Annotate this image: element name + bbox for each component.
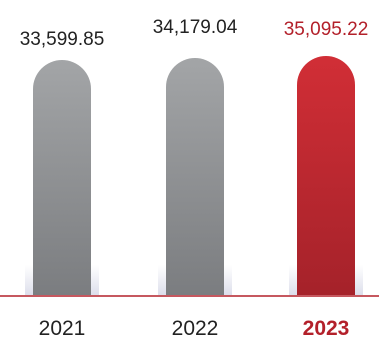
category-label-2023: 2023 (303, 317, 350, 340)
value-labels-group: 33,599.85 34,179.04 35,095.22 (20, 17, 369, 50)
value-label-2022: 34,179.04 (153, 17, 238, 38)
value-label-2021: 33,599.85 (20, 29, 105, 50)
category-labels-group: 2021 2022 2023 (39, 317, 350, 340)
bar-2023 (297, 56, 355, 295)
category-label-2021: 2021 (39, 317, 86, 340)
category-label-2022: 2022 (172, 317, 219, 340)
bars-group (33, 56, 355, 295)
bar-2021 (33, 60, 91, 295)
bar-2022 (166, 58, 224, 295)
value-label-2023: 35,095.22 (284, 19, 369, 40)
